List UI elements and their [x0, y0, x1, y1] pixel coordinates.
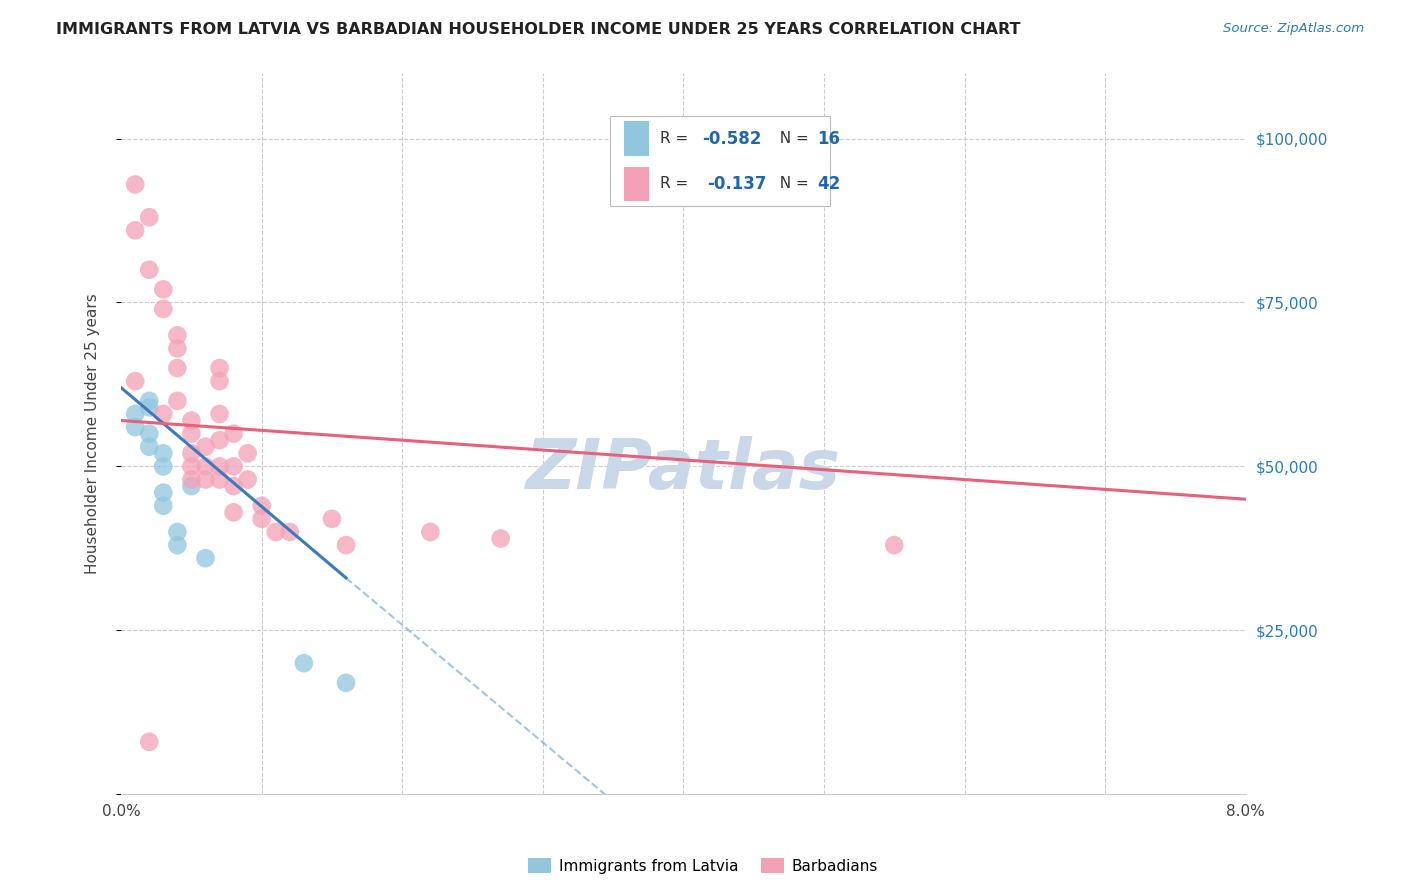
Text: -0.582: -0.582 — [703, 130, 762, 148]
Point — [194, 551, 217, 566]
Point — [208, 407, 231, 421]
Point — [152, 485, 174, 500]
Point — [166, 538, 188, 552]
Text: 42: 42 — [817, 175, 841, 193]
FancyBboxPatch shape — [610, 116, 830, 206]
Point — [152, 301, 174, 316]
Point — [124, 420, 146, 434]
Point — [152, 459, 174, 474]
Point — [292, 656, 315, 670]
Text: R =: R = — [659, 131, 693, 146]
Point — [208, 374, 231, 388]
Text: N =: N = — [770, 177, 814, 192]
Text: R =: R = — [659, 177, 697, 192]
Point — [264, 524, 287, 539]
Text: Source: ZipAtlas.com: Source: ZipAtlas.com — [1223, 22, 1364, 36]
Point — [124, 407, 146, 421]
Point — [419, 524, 441, 539]
Point — [138, 735, 160, 749]
Point — [321, 512, 343, 526]
Point — [250, 499, 273, 513]
Point — [166, 524, 188, 539]
Point — [124, 178, 146, 192]
Point — [138, 393, 160, 408]
FancyBboxPatch shape — [624, 121, 648, 156]
Point — [166, 328, 188, 343]
Point — [166, 393, 188, 408]
Point — [180, 459, 202, 474]
Point — [278, 524, 301, 539]
Point — [222, 479, 245, 493]
Point — [883, 538, 905, 552]
Point — [250, 512, 273, 526]
Point — [152, 499, 174, 513]
Point — [180, 413, 202, 427]
Point — [208, 473, 231, 487]
Point — [489, 532, 512, 546]
Point — [222, 505, 245, 519]
Point — [138, 211, 160, 225]
Text: ZIPatlas: ZIPatlas — [526, 436, 841, 503]
Point — [180, 479, 202, 493]
Point — [194, 440, 217, 454]
Point — [180, 473, 202, 487]
Point — [222, 426, 245, 441]
Point — [152, 446, 174, 460]
Text: IMMIGRANTS FROM LATVIA VS BARBADIAN HOUSEHOLDER INCOME UNDER 25 YEARS CORRELATIO: IMMIGRANTS FROM LATVIA VS BARBADIAN HOUS… — [56, 22, 1021, 37]
Point — [138, 426, 160, 441]
Point — [335, 538, 357, 552]
Point — [124, 374, 146, 388]
Point — [194, 473, 217, 487]
Point — [208, 433, 231, 447]
Text: 16: 16 — [817, 130, 841, 148]
Text: -0.137: -0.137 — [707, 175, 766, 193]
Point — [222, 459, 245, 474]
Point — [208, 361, 231, 376]
Y-axis label: Householder Income Under 25 years: Householder Income Under 25 years — [86, 293, 100, 574]
Point — [166, 342, 188, 356]
Point — [180, 446, 202, 460]
Point — [166, 361, 188, 376]
Point — [236, 473, 259, 487]
Point — [138, 440, 160, 454]
Point — [194, 459, 217, 474]
FancyBboxPatch shape — [624, 167, 648, 202]
Point — [335, 675, 357, 690]
Point — [138, 401, 160, 415]
Point — [236, 446, 259, 460]
Point — [180, 426, 202, 441]
Point — [152, 282, 174, 296]
Legend: Immigrants from Latvia, Barbadians: Immigrants from Latvia, Barbadians — [522, 852, 884, 880]
Point — [138, 262, 160, 277]
Point — [124, 223, 146, 237]
Point — [152, 407, 174, 421]
Point — [208, 459, 231, 474]
Text: N =: N = — [770, 131, 814, 146]
